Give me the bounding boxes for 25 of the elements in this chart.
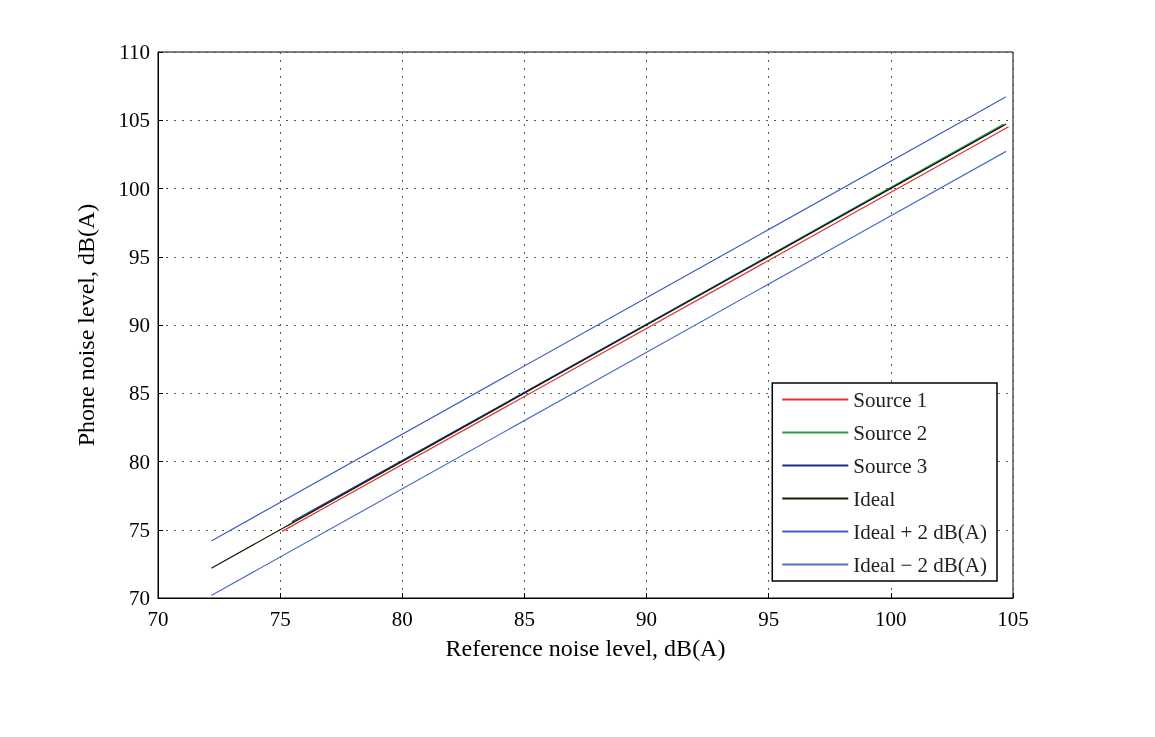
y-tick-label: 90 <box>129 313 150 337</box>
x-tick-label: 95 <box>758 606 780 631</box>
y-axis-title: Phone noise level, dB(A) <box>73 203 99 447</box>
x-tick-label: 105 <box>997 606 1029 631</box>
x-tick-label: 75 <box>269 606 291 631</box>
x-axis-title: Reference noise level, dB(A) <box>445 635 726 661</box>
y-tick-label: 75 <box>129 517 150 542</box>
legend-label: Ideal + 2 dB(A) <box>853 519 988 544</box>
legend-label: Ideal − 2 dB(A) <box>853 552 988 577</box>
x-tick-label: 70 <box>147 606 169 631</box>
x-tick-label: 100 <box>875 606 907 631</box>
legend-label: Source 1 <box>853 387 928 412</box>
x-tick-label: 80 <box>391 606 413 631</box>
y-tick-label: 70 <box>129 586 150 610</box>
legend-label: Source 3 <box>853 453 928 478</box>
y-tick-label: 80 <box>129 449 150 474</box>
y-tick-label: 95 <box>129 244 150 269</box>
x-tick-label: 85 <box>513 606 535 631</box>
legend-label: Ideal <box>853 486 896 511</box>
y-tick-label: 85 <box>129 381 150 406</box>
y-tick-label: 100 <box>118 176 150 201</box>
y-tick-label: 110 <box>119 40 150 64</box>
x-tick-label: 90 <box>636 606 658 631</box>
legend-label: Source 2 <box>853 420 928 445</box>
y-tick-label: 105 <box>118 108 150 133</box>
